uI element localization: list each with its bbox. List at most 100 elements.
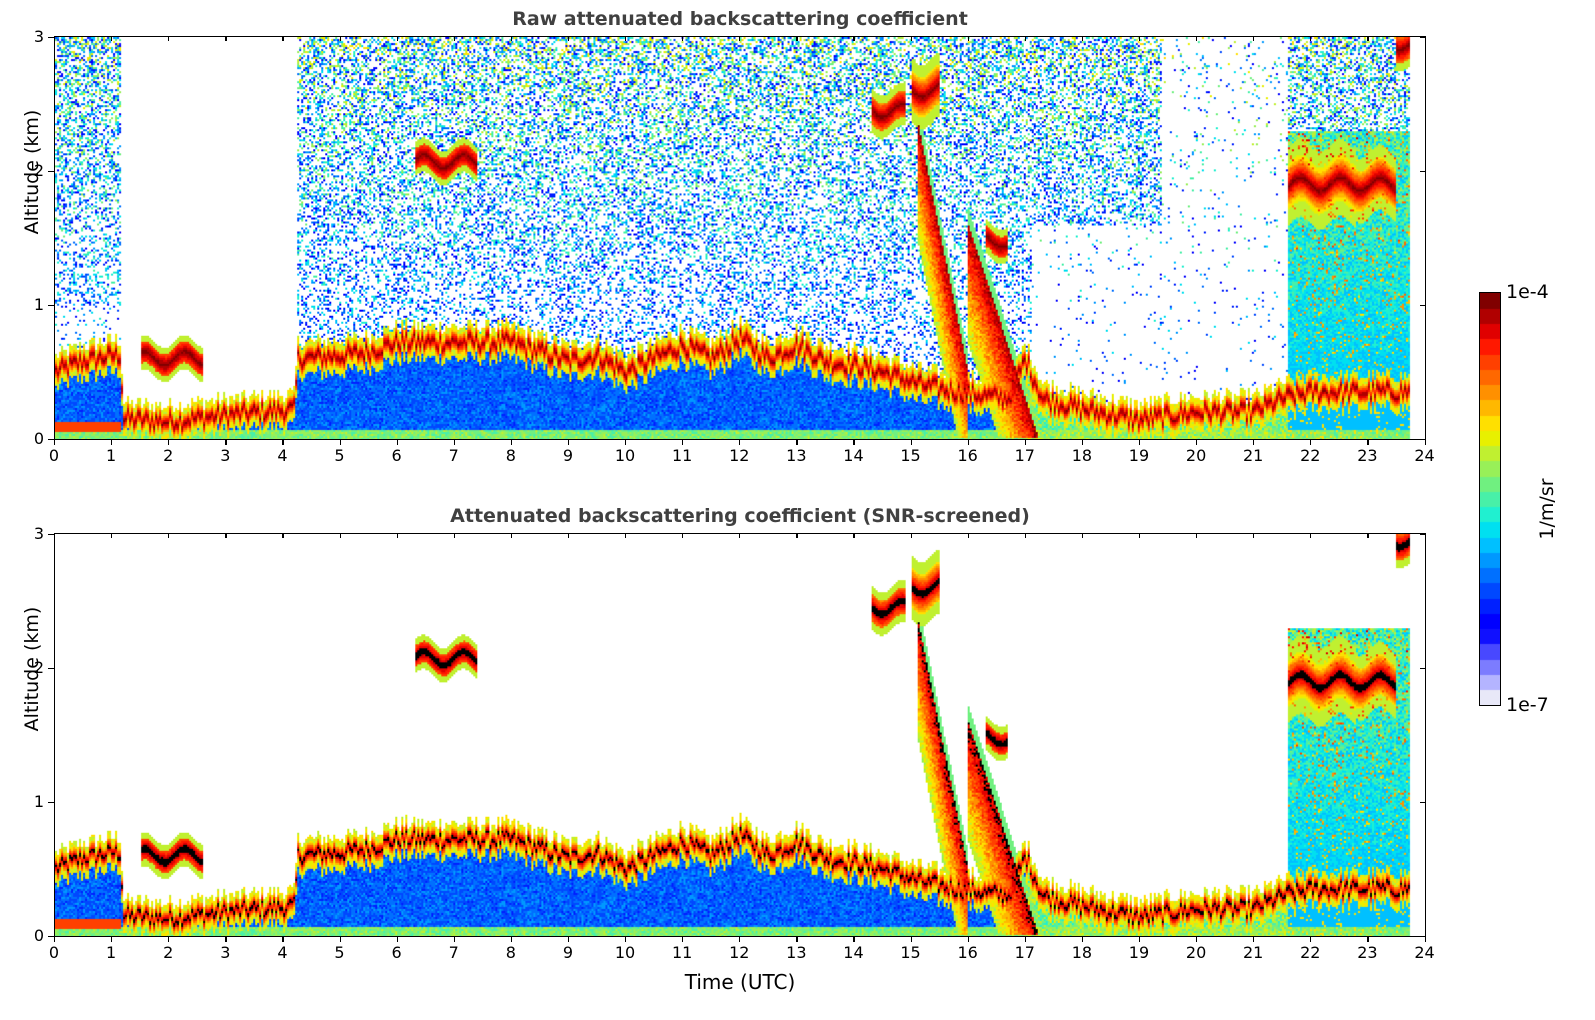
x-tick-mark [796,936,798,942]
x-tick-mark [739,439,741,445]
x-tick-label: 18 [1071,446,1093,465]
screened-backscatter-heatmap [55,534,1425,936]
x-tick-mark [453,936,455,942]
x-tick-mark-top [111,36,113,41]
x-tick-label: 13 [786,446,807,465]
y-tick-label: 3 [33,523,44,543]
x-tick-label: 16 [957,943,978,962]
x-tick-mark-top [796,36,798,41]
x-tick-label: 15 [900,446,921,465]
x-tick-mark [225,439,227,445]
x-tick-label: 4 [277,943,288,962]
colorbar-gradient [1480,293,1500,705]
x-tick-mark-top [682,36,684,41]
x-tick-mark-top [910,36,912,41]
x-tick-mark [853,936,855,942]
x-tick-label: 6 [391,943,402,962]
x-tick-mark [54,439,56,445]
y-tick-label: 0 [33,926,44,945]
x-tick-mark-top [339,533,341,538]
x-tick-label: 0 [48,943,60,962]
y-tick-mark [48,36,54,38]
x-tick-mark [739,936,741,942]
x-tick-mark-top [510,36,513,41]
x-tick-mark [1253,439,1255,445]
x-tick-mark [1367,439,1369,445]
x-tick-mark [1310,439,1312,445]
x-tick-mark-top [111,533,113,538]
colorbar-unit-label: 1/m/sr [1536,478,1558,540]
x-tick-mark-top [54,36,56,41]
screened-backscatter-plot-area [54,533,1426,937]
x-tick-mark [682,936,684,942]
x-tick-label: 2 [163,446,174,465]
x-tick-mark-top [1424,533,1426,538]
x-tick-label: 12 [729,943,750,962]
x-tick-label: 14 [843,446,864,465]
x-tick-mark-top [1081,533,1084,538]
x-tick-label: 12 [729,446,750,465]
x-tick-label: 0 [48,446,60,465]
x-tick-mark-top [1253,533,1255,538]
y-tick-label: 3 [33,26,44,46]
x-tick-mark-top [967,533,969,538]
y-tick-mark-right [1420,439,1426,441]
x-tick-label: 17 [1014,446,1035,465]
x-tick-label: 14 [843,943,864,962]
x-tick-mark-top [1196,36,1198,41]
x-tick-mark [1196,439,1198,445]
x-tick-label: 6 [391,446,402,465]
x-tick-label: 8 [505,446,516,465]
y-tick-mark [48,936,54,938]
x-tick-mark-top [453,36,455,41]
x-tick-mark-top [168,36,170,41]
x-tick-mark [225,936,227,942]
x-tick-label: 24 [1414,446,1435,465]
x-tick-label: 9 [562,943,574,962]
x-tick-mark-top [282,533,284,538]
x-tick-mark [1424,936,1426,942]
y-tick-mark-right [1420,170,1426,172]
x-tick-mark [1024,439,1026,445]
x-tick-label: 3 [220,943,231,962]
x-tick-mark [54,936,56,942]
x-tick-label: 13 [786,943,807,962]
x-tick-mark-top [853,533,855,538]
colorbar [1479,292,1501,706]
x-tick-label: 5 [334,446,345,465]
x-tick-label: 23 [1357,943,1378,962]
x-tick-mark [339,936,341,942]
x-tick-mark-top [1424,36,1426,41]
x-tick-mark [339,439,341,445]
x-tick-mark-top [739,36,741,41]
x-tick-mark [567,439,570,445]
y-tick-mark-right [1420,936,1426,938]
x-tick-label: 8 [505,943,516,962]
x-tick-mark-top [396,533,398,538]
x-tick-label: 10 [614,943,636,962]
x-tick-label: 19 [1128,943,1150,962]
y-tick-mark-right [1420,533,1426,535]
x-tick-label: 11 [671,446,693,465]
y-tick-mark [48,304,54,307]
x-tick-mark-top [1310,533,1312,538]
y-tick-mark-right [1420,36,1426,38]
x-tick-mark-top [567,533,570,538]
top-panel-y-axis-label: Altitude (km) [21,109,43,235]
x-tick-mark [625,439,627,445]
x-tick-mark-top [910,533,912,538]
x-tick-mark-top [225,533,227,538]
x-tick-mark-top [396,36,398,41]
x-tick-label: 21 [1243,943,1264,962]
x-tick-label: 18 [1071,943,1093,962]
x-tick-mark [1138,936,1141,942]
x-tick-label: 21 [1243,446,1264,465]
y-tick-label: 2 [33,160,44,180]
x-tick-label: 11 [671,943,693,962]
x-tick-mark [1310,936,1312,942]
x-tick-mark [1424,439,1426,445]
x-tick-label: 4 [277,446,288,465]
y-tick-mark [48,439,54,441]
x-tick-mark-top [1253,36,1255,41]
colorbar-min-label: 1e-7 [1506,694,1549,716]
